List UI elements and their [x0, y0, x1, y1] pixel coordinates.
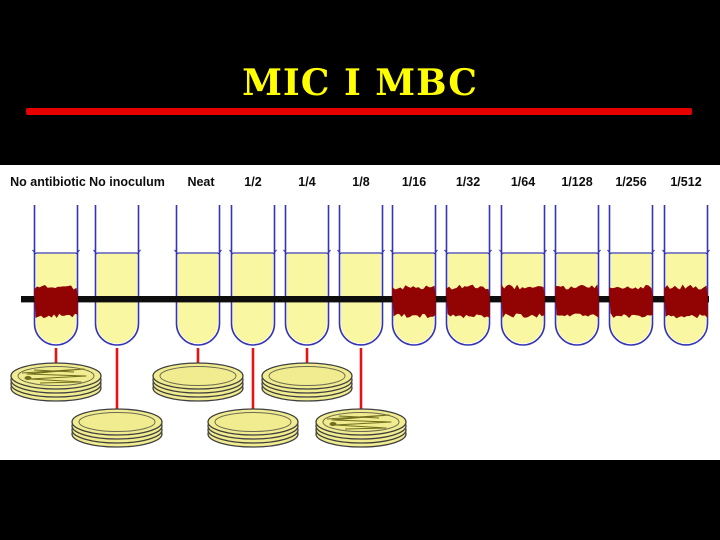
- fill-notch-right: [542, 249, 547, 255]
- dish-lid: [152, 362, 244, 390]
- dish-inner-rim: [214, 412, 292, 432]
- plates-group: [10, 348, 407, 448]
- dish-lid: [71, 408, 163, 436]
- tube-label-1-64: 1/64: [511, 175, 535, 189]
- dish-lid: [207, 408, 299, 436]
- dish-inner-rim: [78, 412, 156, 432]
- page-title: MIC I MBC: [242, 62, 478, 104]
- tube-label-no-inoculum: No inoculum: [89, 175, 165, 189]
- tube-no-inoculum: [93, 205, 141, 346]
- tube-outline: [94, 205, 140, 346]
- tube-1-512: [662, 205, 710, 346]
- tube-outline: [284, 205, 330, 346]
- tube-outline: [230, 205, 276, 346]
- fill-notch-right: [136, 249, 141, 255]
- growth-bands-group: [34, 284, 708, 319]
- fill-notch-right: [326, 249, 331, 255]
- fill-notch-left: [337, 249, 342, 255]
- petri-dish-1-8: [315, 408, 407, 448]
- tube-outline: [33, 205, 79, 346]
- fill-notch-right: [272, 249, 277, 255]
- petri-dish-no-inoculum: [71, 408, 163, 448]
- tube-1-8: [337, 205, 385, 346]
- tube-outline: [175, 205, 221, 346]
- fill-notch-left: [390, 249, 395, 255]
- title-underline: [26, 108, 692, 115]
- fill-notch-left: [93, 249, 98, 255]
- growth-band-no-antibiotic: [34, 284, 78, 319]
- fill-notch-left: [499, 249, 504, 255]
- petri-dish-1-2: [207, 408, 299, 448]
- reading-baseline: [21, 296, 709, 303]
- fill-notch-left: [607, 249, 612, 255]
- tube-label-1-256: 1/256: [615, 175, 646, 189]
- tube-1-256: [607, 205, 655, 346]
- diagram-panel: No antibiotic No inoculum Neat 1/2 1/4 1/8 1/1…: [0, 165, 720, 460]
- growth-band-1-64: [501, 284, 545, 318]
- tube-outline: [391, 205, 437, 346]
- growth-band-1-128: [555, 284, 599, 318]
- mic-mbc-diagram: No antibiotic No inoculum Neat 1/2 1/4 1/8 1/1…: [10, 175, 710, 448]
- fill-notch-left: [174, 249, 179, 255]
- fill-notch-left: [283, 249, 288, 255]
- tube-1-128: [553, 205, 601, 346]
- fill-notch-right: [380, 249, 385, 255]
- dish-lid: [261, 362, 353, 390]
- fill-notch-left: [229, 249, 234, 255]
- tube-1-32: [444, 205, 492, 346]
- petri-dish-no-antibiotic: [10, 362, 102, 402]
- tube-neat: [174, 205, 222, 346]
- labels-group: No antibiotic No inoculum Neat 1/2 1/4 1/8 1/1…: [10, 175, 702, 189]
- tube-outline: [338, 205, 384, 346]
- fill-notch-left: [444, 249, 449, 255]
- tube-1-64: [499, 205, 547, 346]
- growth-band-1-32: [446, 284, 490, 319]
- growth-band-1-512: [664, 284, 708, 319]
- fill-notch-right: [650, 249, 655, 255]
- tube-outline: [500, 205, 546, 346]
- colony-streaks: [338, 415, 380, 419]
- tube-label-1-2: 1/2: [244, 175, 261, 189]
- colony-blob: [329, 422, 337, 426]
- fill-notch-right: [705, 249, 710, 255]
- fill-notch-left: [553, 249, 558, 255]
- petri-dish-neat: [152, 362, 244, 402]
- colony-streaks: [326, 414, 392, 430]
- dish-inner-rim: [268, 366, 346, 386]
- tube-label-1-128: 1/128: [561, 175, 592, 189]
- dish-inner-rim: [322, 412, 400, 432]
- growth-band-1-16: [392, 285, 436, 319]
- fill-notch-left: [662, 249, 667, 255]
- fill-notch-right: [75, 249, 80, 255]
- dish-inner-rim: [17, 366, 95, 386]
- tube-no-antibiotic: [32, 205, 80, 346]
- tube-label-1-32: 1/32: [456, 175, 480, 189]
- tube-outline: [608, 205, 654, 346]
- fill-notch-right: [217, 249, 222, 255]
- colony-blob: [24, 376, 32, 380]
- colony-streaks: [33, 369, 75, 373]
- fill-notch-right: [433, 249, 438, 255]
- tube-outline: [445, 205, 491, 346]
- tube-1-2: [229, 205, 277, 346]
- tube-label-1-512: 1/512: [670, 175, 701, 189]
- fill-notch-right: [596, 249, 601, 255]
- tube-outline: [663, 205, 709, 346]
- petri-dish-1-4: [261, 362, 353, 402]
- growth-band-1-256: [609, 284, 653, 319]
- tube-label-1-4: 1/4: [298, 175, 315, 189]
- fill-notch-right: [487, 249, 492, 255]
- dish-inner-rim: [159, 366, 237, 386]
- tube-label-1-8: 1/8: [352, 175, 369, 189]
- tube-1-16: [390, 205, 438, 346]
- tube-label-no-antibiotic: No antibiotic: [10, 175, 86, 189]
- tubes-group: [32, 205, 710, 346]
- tube-1-4: [283, 205, 331, 346]
- tube-outline: [554, 205, 600, 346]
- tube-label-neat: Neat: [187, 175, 215, 189]
- colony-streaks: [21, 368, 87, 384]
- tube-label-1-16: 1/16: [402, 175, 426, 189]
- fill-notch-left: [32, 249, 37, 255]
